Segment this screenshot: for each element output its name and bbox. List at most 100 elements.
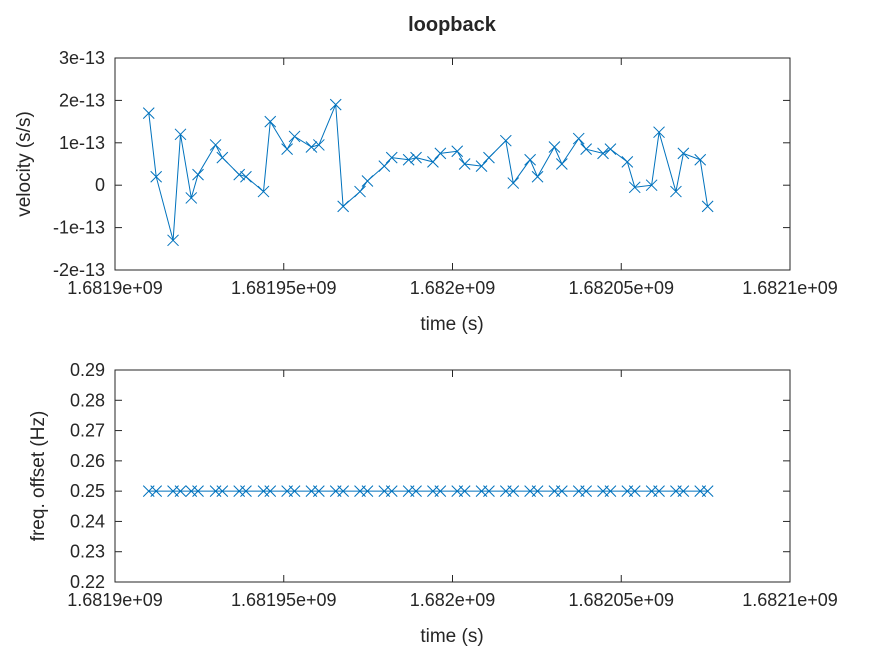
frequency-offset-y-tick-label: 0.26 (70, 451, 105, 471)
velocity-data-point (628, 181, 641, 194)
velocity-plot-frame (114, 57, 791, 271)
frequency-offset-data-point (555, 485, 568, 497)
frequency-offset-data-point (150, 485, 163, 497)
velocity-x-tick-label: 1.682e+09 (410, 278, 496, 298)
velocity-y-tick-label: -1e-13 (53, 218, 105, 238)
velocity-data-point (167, 234, 179, 247)
frequency-offset-data-point (628, 485, 641, 497)
frequency-offset-data-point (434, 485, 447, 497)
velocity-data-point (264, 115, 277, 128)
velocity-y-tick-label: 3e-13 (59, 48, 105, 68)
velocity-data-point (378, 160, 391, 172)
frequency-offset-data-point (385, 485, 398, 497)
frequency-offset-data-point (531, 485, 544, 497)
frequency-offset-data-point (580, 485, 593, 497)
velocity-y-tick-label: 0 (95, 175, 105, 195)
frequency-offset-data-point (216, 485, 229, 497)
velocity-data-point (475, 160, 488, 172)
frequency-offset-y-axis-label: freq. offset (Hz) (28, 411, 49, 542)
velocity-x-tick-label: 1.68195e+09 (231, 278, 337, 298)
frequency-offset-x-tick-label: 1.682e+09 (410, 590, 496, 610)
velocity-data-point (427, 156, 439, 168)
velocity-y-axis-label: velocity (s/s) (14, 111, 35, 217)
frequency-offset-y-tick-label: 0.27 (70, 421, 105, 441)
velocity-data-point (233, 168, 246, 181)
frequency-offset-series (142, 485, 714, 497)
chart-title: loopback (408, 14, 497, 36)
velocity-data-point (531, 170, 544, 183)
frequency-offset-data-point (677, 485, 690, 497)
frequency-offset-y-tick-label: 0.23 (70, 542, 105, 562)
velocity-data-point (499, 134, 512, 147)
velocity-x-tick-label: 1.68205e+09 (568, 278, 674, 298)
velocity-y-tick-label: 2e-13 (59, 90, 105, 110)
velocity-data-point (483, 151, 495, 164)
velocity-data-point (385, 151, 398, 164)
velocity-data-point (185, 192, 198, 204)
velocity-data-point (305, 141, 318, 153)
velocity-data-point (257, 185, 270, 198)
velocity-data-point (142, 107, 155, 119)
velocity-data-point (694, 153, 707, 166)
frequency-offset-data-point (653, 485, 665, 497)
frequency-offset-data-point (361, 485, 374, 497)
velocity-data-point (240, 170, 252, 183)
velocity-data-point (150, 170, 163, 183)
velocity-data-point (670, 185, 682, 198)
velocity-data-point (192, 168, 204, 181)
frequency-offset-data-point (312, 485, 325, 497)
frequency-offset-data-point (458, 485, 471, 497)
velocity-data-point (410, 151, 422, 164)
frequency-offset-x-axis-label: time (s) (420, 626, 483, 647)
velocity-data-point (621, 156, 634, 168)
velocity-x-tick-label: 1.6819e+09 (67, 278, 163, 298)
velocity-y-tick-label: 1e-13 (59, 133, 105, 153)
velocity-data-point (701, 200, 714, 213)
frequency-offset-data-point (701, 485, 714, 497)
frequency-offset-data-point (410, 485, 422, 497)
frequency-offset-x-tick-label: 1.68195e+09 (231, 590, 337, 610)
frequency-offset-data-point (288, 485, 301, 497)
frequency-offset-panel: 1.6819e+09 1.68195e+09 1.682e+09 1.68205e+0… (28, 360, 838, 647)
velocity-data-point (548, 141, 561, 153)
velocity-data-point (572, 132, 585, 145)
frequency-offset-y-tick-label: 0.28 (70, 390, 105, 410)
frequency-offset-data-point (507, 485, 520, 497)
frequency-offset-y-tick-label: 0.25 (70, 481, 105, 501)
frequency-offset-x-tick-label: 1.6821e+09 (742, 590, 838, 610)
velocity-data-point (402, 153, 415, 166)
velocity-x-tick-label: 1.6821e+09 (742, 278, 838, 298)
velocity-data-point (174, 128, 187, 141)
frequency-offset-data-point (604, 485, 617, 497)
velocity-data-point (677, 147, 690, 160)
velocity-data-point (597, 147, 609, 160)
frequency-offset-data-point (240, 485, 252, 497)
frequency-offset-plot-frame (114, 369, 791, 583)
frequency-offset-y-tick-label: 0.22 (70, 572, 105, 592)
velocity-data-point (555, 158, 568, 170)
velocity-series (142, 98, 714, 247)
velocity-panel: 1.6819e+09 1.68195e+09 1.682e+09 1.68205e+0… (14, 48, 838, 335)
velocity-data-point (312, 139, 325, 151)
velocity-data-point (354, 185, 366, 198)
frequency-offset-x-tick-label: 1.68205e+09 (568, 590, 674, 610)
frequency-offset-data-point (192, 485, 204, 497)
frequency-offset-y-tick-label: 0.29 (70, 360, 105, 380)
velocity-data-point (329, 98, 342, 111)
velocity-data-point (604, 143, 617, 156)
velocity-data-point (281, 143, 293, 156)
velocity-data-point (209, 139, 222, 151)
frequency-offset-x-tick-label: 1.6819e+09 (67, 590, 163, 610)
frequency-offset-data-point (483, 485, 495, 497)
velocity-data-point (216, 151, 229, 164)
velocity-data-point (645, 179, 658, 192)
velocity-data-point (288, 130, 301, 143)
frequency-offset-ticks (114, 369, 791, 583)
frequency-offset-data-point (264, 485, 277, 497)
frequency-offset-y-tick-label: 0.24 (70, 511, 105, 531)
velocity-data-point (580, 143, 593, 156)
velocity-data-point (361, 175, 374, 187)
velocity-tick-labels: 1.6819e+09 1.68195e+09 1.682e+09 1.68205e+0… (53, 48, 838, 298)
velocity-ticks (114, 57, 791, 271)
